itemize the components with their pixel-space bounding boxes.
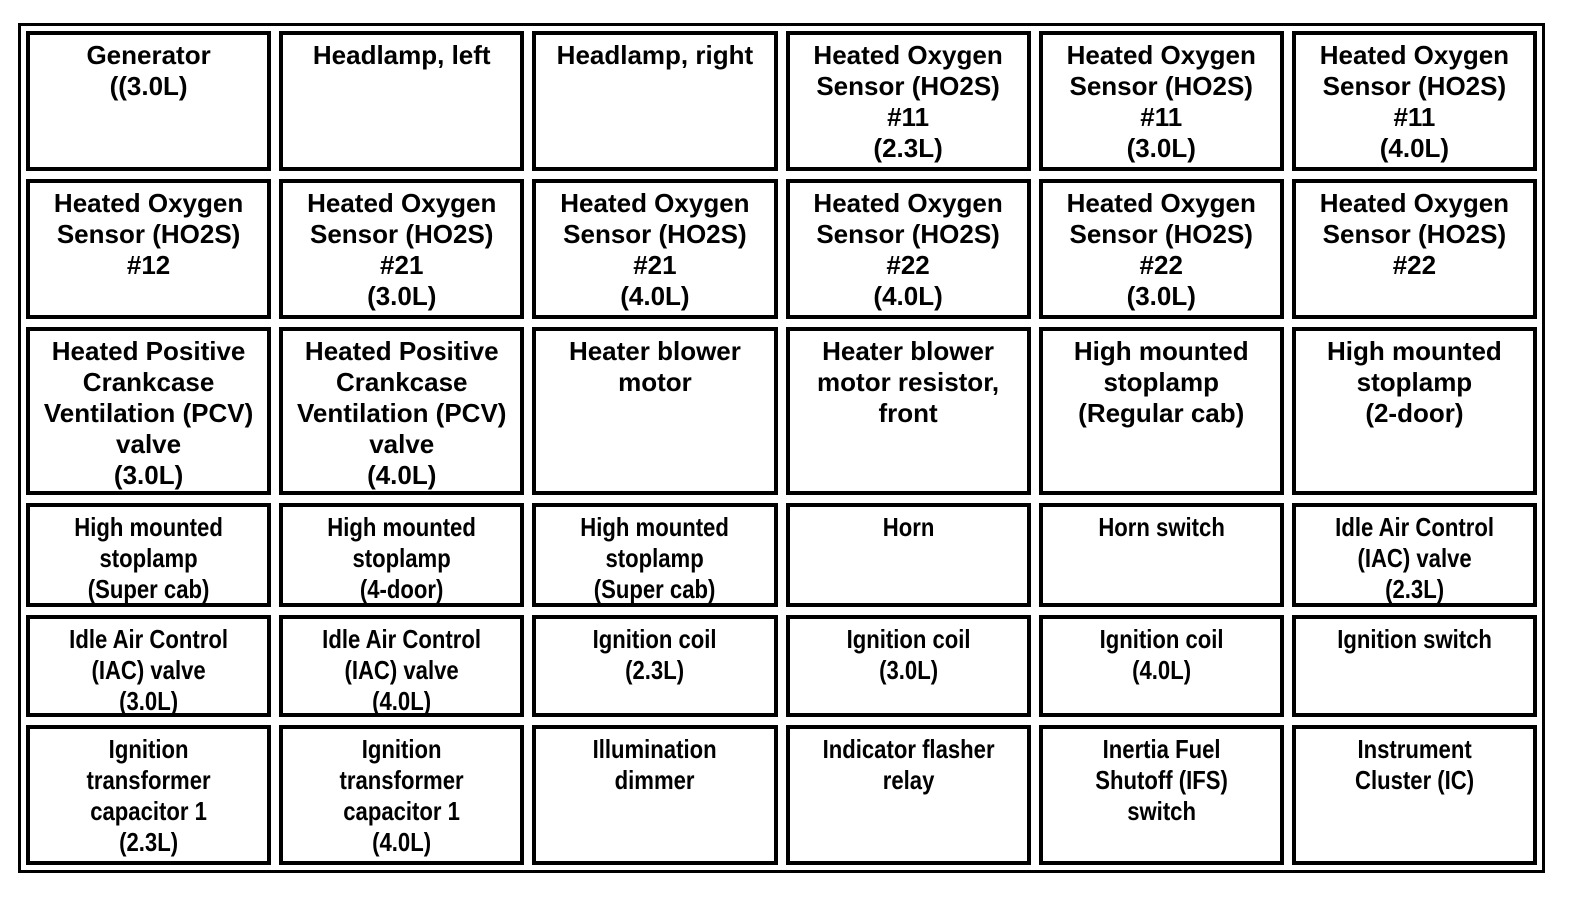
cell-text: Heated Positive Crankcase Ventilation (P… xyxy=(297,336,507,490)
cell-r2c3-ho2s-21-4-0l: Heated Oxygen Sensor (HO2S) #21 (4.0L) xyxy=(532,179,778,319)
cell-text: Ignition coil (2.3L) xyxy=(592,624,717,685)
cell-text: Heater blower motor resistor, front xyxy=(817,336,1000,428)
cell-text: Horn xyxy=(882,512,934,542)
cell-r5c6-ignition-switch: Ignition switch xyxy=(1291,615,1537,717)
cell-text: Heated Oxygen Sensor (HO2S) #22 xyxy=(1319,188,1510,280)
cell-text: Horn switch xyxy=(1098,512,1225,542)
cell-text: Instrument Cluster (IC) xyxy=(1354,734,1474,795)
cell-r3c5-stoplamp-regular-cab: High mounted stoplamp (Regular cab) xyxy=(1038,327,1284,495)
cell-text: Heater blower motor xyxy=(568,336,741,397)
component-index-table: Generator ((3.0L) Headlamp, left Headlam… xyxy=(18,23,1545,873)
cell-r1c6-ho2s-11-4-0l: Heated Oxygen Sensor (HO2S) #11 (4.0L) xyxy=(1291,31,1537,171)
cell-text: High mounted stoplamp (Super cab) xyxy=(74,512,223,604)
cell-text: High mounted stoplamp (2-door) xyxy=(1327,336,1502,428)
cell-text: Heated Positive Crankcase Ventilation (P… xyxy=(43,336,254,490)
cell-r6c1-ignition-transformer-capacitor-2-3l: Ignition transformer capacitor 1 (2.3L) xyxy=(26,725,272,865)
cell-r6c3-illumination-dimmer: Illumination dimmer xyxy=(532,725,778,865)
cell-r3c1-pcv-valve-3-0l: Heated Positive Crankcase Ventilation (P… xyxy=(26,327,272,495)
cell-r3c6-stoplamp-2-door: High mounted stoplamp (2-door) xyxy=(1291,327,1537,495)
cell-r5c2-iac-valve-4-0l: Idle Air Control (IAC) valve (4.0L) xyxy=(279,615,525,717)
cell-text: Idle Air Control (IAC) valve (2.3L) xyxy=(1335,512,1494,604)
cell-text: Ignition coil (3.0L) xyxy=(846,624,971,685)
cell-r1c1-generator: Generator ((3.0L) xyxy=(26,31,272,171)
cell-text: Ignition coil (4.0L) xyxy=(1099,624,1224,685)
cell-text: Heated Oxygen Sensor (HO2S) #22 (4.0L) xyxy=(813,188,1003,311)
cell-text: Heated Oxygen Sensor (HO2S) #11 (2.3L) xyxy=(813,40,1003,163)
cell-text: Headlamp, left xyxy=(312,40,491,70)
cell-r2c2-ho2s-21-3-0l: Heated Oxygen Sensor (HO2S) #21 (3.0L) xyxy=(279,179,525,319)
cell-text: Ignition transformer capacitor 1 (2.3L) xyxy=(86,734,211,857)
cell-text: Heated Oxygen Sensor (HO2S) #22 (3.0L) xyxy=(1066,188,1256,311)
cell-r2c6-ho2s-22: Heated Oxygen Sensor (HO2S) #22 xyxy=(1291,179,1537,319)
cell-r4c1-stoplamp-super-cab: High mounted stoplamp (Super cab) xyxy=(26,503,272,607)
cell-text: Idle Air Control (IAC) valve (3.0L) xyxy=(69,624,228,716)
cell-r5c3-ignition-coil-2-3l: Ignition coil (2.3L) xyxy=(532,615,778,717)
cell-text: Ignition switch xyxy=(1337,624,1492,654)
cell-r6c2-ignition-transformer-capacitor-4-0l: Ignition transformer capacitor 1 (4.0L) xyxy=(279,725,525,865)
cell-r1c4-ho2s-11-2-3l: Heated Oxygen Sensor (HO2S) #11 (2.3L) xyxy=(785,31,1031,171)
cell-text: High mounted stoplamp (Super cab) xyxy=(580,512,730,604)
cell-r4c4-horn: Horn xyxy=(785,503,1031,607)
cell-text: Heated Oxygen Sensor (HO2S) #21 (4.0L) xyxy=(560,188,750,311)
cell-r3c4-heater-blower-motor-resistor: Heater blower motor resistor, front xyxy=(785,327,1031,495)
cell-r4c6-iac-valve-2-3l: Idle Air Control (IAC) valve (2.3L) xyxy=(1291,503,1537,607)
cell-text: Ignition transformer capacitor 1 (4.0L) xyxy=(339,734,464,857)
cell-r2c1-ho2s-12: Heated Oxygen Sensor (HO2S) #12 xyxy=(26,179,272,319)
cell-r4c2-stoplamp-4-door: High mounted stoplamp (4-door) xyxy=(279,503,525,607)
cell-text: Headlamp, right xyxy=(556,40,754,70)
cell-text: Generator ((3.0L) xyxy=(86,40,211,101)
cell-text: Heated Oxygen Sensor (HO2S) #12 xyxy=(53,188,244,280)
cell-text: Inertia Fuel Shutoff (IFS) switch xyxy=(1094,734,1228,826)
cell-text: High mounted stoplamp (Regular cab) xyxy=(1073,336,1249,428)
cell-r5c4-ignition-coil-3-0l: Ignition coil (3.0L) xyxy=(785,615,1031,717)
cell-text: Illumination dimmer xyxy=(592,734,717,795)
cell-text: High mounted stoplamp (4-door) xyxy=(327,512,477,604)
cell-r1c2-headlamp-left: Headlamp, left xyxy=(279,31,525,171)
cell-r6c5-ifs-switch: Inertia Fuel Shutoff (IFS) switch xyxy=(1038,725,1284,865)
cell-text: Heated Oxygen Sensor (HO2S) #21 (3.0L) xyxy=(307,188,497,311)
cell-r5c5-ignition-coil-4-0l: Ignition coil (4.0L) xyxy=(1038,615,1284,717)
cell-r3c3-heater-blower-motor: Heater blower motor xyxy=(532,327,778,495)
cell-r1c5-ho2s-11-3-0l: Heated Oxygen Sensor (HO2S) #11 (3.0L) xyxy=(1038,31,1284,171)
cell-r2c4-ho2s-22-4-0l: Heated Oxygen Sensor (HO2S) #22 (4.0L) xyxy=(785,179,1031,319)
cell-r6c6-instrument-cluster: Instrument Cluster (IC) xyxy=(1291,725,1537,865)
cell-r4c3-stoplamp-super-cab: High mounted stoplamp (Super cab) xyxy=(532,503,778,607)
cell-r2c5-ho2s-22-3-0l: Heated Oxygen Sensor (HO2S) #22 (3.0L) xyxy=(1038,179,1284,319)
cell-r6c4-indicator-flasher-relay: Indicator flasher relay xyxy=(785,725,1031,865)
cell-text: Heated Oxygen Sensor (HO2S) #11 (3.0L) xyxy=(1066,40,1256,163)
cell-r5c1-iac-valve-3-0l: Idle Air Control (IAC) valve (3.0L) xyxy=(26,615,272,717)
cell-text: Idle Air Control (IAC) valve (4.0L) xyxy=(322,624,482,716)
cell-r1c3-headlamp-right: Headlamp, right xyxy=(532,31,778,171)
cell-text: Heated Oxygen Sensor (HO2S) #11 (4.0L) xyxy=(1319,40,1510,163)
cell-text: Indicator flasher relay xyxy=(822,734,995,795)
cell-r3c2-pcv-valve-4-0l: Heated Positive Crankcase Ventilation (P… xyxy=(279,327,525,495)
cell-r4c5-horn-switch: Horn switch xyxy=(1038,503,1284,607)
